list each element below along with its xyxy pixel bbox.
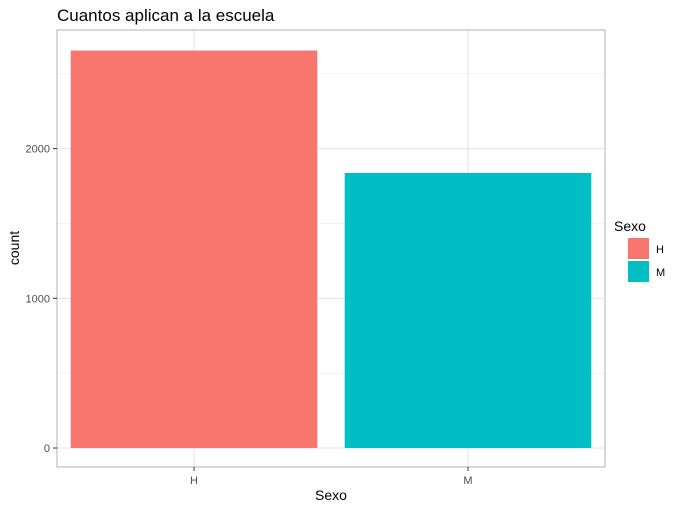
legend-swatch-h	[628, 238, 649, 259]
bar-m	[344, 173, 592, 448]
x-tick-label: H	[190, 475, 198, 487]
bar-h	[70, 50, 318, 448]
legend-label-m: M	[656, 267, 665, 279]
plot-panel-border	[56, 29, 606, 468]
y-tick-label: 1000	[26, 293, 50, 305]
y-tick-label: 0	[44, 443, 50, 455]
legend-swatch-m	[628, 261, 649, 282]
y-tick-label: 2000	[26, 144, 50, 156]
chart-title: Cuantos aplican a la escuela	[57, 6, 275, 25]
x-tick-label: M	[463, 475, 472, 487]
legend-title: Sexo	[614, 218, 646, 234]
legend: Sexo HM	[614, 218, 665, 282]
y-axis-title: count	[6, 231, 22, 265]
x-axis-title: Sexo	[315, 487, 347, 503]
bars	[70, 50, 592, 448]
legend-label-h: H	[656, 244, 664, 256]
legend-items: HM	[628, 238, 665, 282]
y-axis: 0 1000 2000	[26, 144, 57, 455]
